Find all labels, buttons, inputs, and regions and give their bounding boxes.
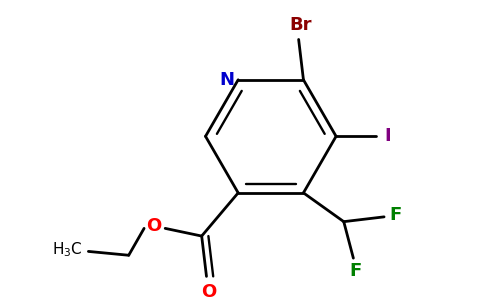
- Text: I: I: [385, 127, 391, 145]
- Text: Br: Br: [289, 16, 312, 34]
- Text: O: O: [146, 218, 161, 236]
- Text: F: F: [390, 206, 402, 224]
- Text: N: N: [219, 71, 234, 89]
- Text: O: O: [201, 283, 216, 300]
- Text: H$_3$C: H$_3$C: [52, 240, 83, 259]
- Text: F: F: [349, 262, 362, 280]
